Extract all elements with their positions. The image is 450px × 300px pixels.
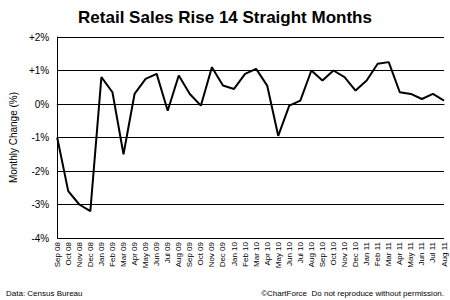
svg-text:-1%: -1%	[31, 132, 49, 143]
svg-text:Jun 09: Jun 09	[152, 241, 161, 266]
svg-text:Sep 08: Sep 08	[53, 241, 62, 267]
svg-text:Jan 09: Jan 09	[97, 241, 106, 266]
svg-text:Jul 10: Jul 10	[296, 241, 305, 263]
svg-text:Jun 10: Jun 10	[285, 241, 294, 266]
svg-text:May 11: May 11	[406, 241, 415, 267]
svg-text:Oct 10: Oct 10	[329, 241, 338, 265]
svg-text:Jan 11: Jan 11	[362, 241, 371, 265]
svg-text:Data: Census Bureau: Data: Census Bureau	[6, 289, 83, 298]
svg-text:Aug 10: Aug 10	[307, 241, 316, 267]
svg-text:May 09: May 09	[141, 241, 150, 268]
svg-text:Mar 09: Mar 09	[119, 241, 128, 266]
svg-text:Mar 10: Mar 10	[252, 241, 261, 266]
svg-text:+2%: +2%	[29, 32, 49, 43]
svg-text:Jan 10: Jan 10	[230, 241, 239, 266]
svg-text:Apr 11: Apr 11	[395, 241, 404, 265]
svg-text:Mar 11: Mar 11	[384, 241, 393, 266]
svg-text:Sep 10: Sep 10	[318, 241, 327, 267]
svg-text:Jul 09: Jul 09	[163, 241, 172, 263]
svg-text:Aug 09: Aug 09	[174, 241, 183, 267]
svg-text:Oct 08: Oct 08	[64, 241, 73, 265]
svg-text:Jun 11: Jun 11	[417, 241, 426, 265]
svg-text:Feb 09: Feb 09	[108, 241, 117, 266]
svg-text:Nov 10: Nov 10	[340, 241, 349, 267]
svg-text:Jul 11: Jul 11	[428, 241, 437, 262]
svg-text:-2%: -2%	[31, 166, 49, 177]
svg-text:Dec 08: Dec 08	[86, 241, 95, 267]
svg-text:-4%: -4%	[31, 233, 49, 244]
svg-text:May 10: May 10	[274, 241, 283, 268]
svg-text:Nov 08: Nov 08	[75, 241, 84, 267]
svg-text:Nov 09: Nov 09	[207, 241, 216, 267]
svg-text:©ChartForce Do not reproduce: ©ChartForce Do not reproduce without per…	[261, 289, 444, 298]
svg-text:-3%: -3%	[31, 199, 49, 210]
svg-text:Feb 11: Feb 11	[373, 241, 382, 266]
svg-text:Retail Sales Rise 14 Straight: Retail Sales Rise 14 Straight Months	[78, 8, 372, 27]
svg-text:Dec 09: Dec 09	[218, 241, 227, 267]
svg-text:Apr 10: Apr 10	[263, 241, 272, 265]
svg-text:Dec 10: Dec 10	[351, 241, 360, 267]
svg-text:Feb 10: Feb 10	[241, 241, 250, 266]
svg-text:+1%: +1%	[29, 65, 49, 76]
svg-text:Monthly Change (%): Monthly Change (%)	[8, 92, 19, 183]
svg-text:Sep 09: Sep 09	[185, 241, 194, 267]
svg-text:Aug 11: Aug 11	[440, 241, 449, 266]
svg-text:Oct 09: Oct 09	[196, 241, 205, 265]
svg-text:0%: 0%	[35, 99, 50, 110]
svg-text:Apr 09: Apr 09	[130, 241, 139, 265]
